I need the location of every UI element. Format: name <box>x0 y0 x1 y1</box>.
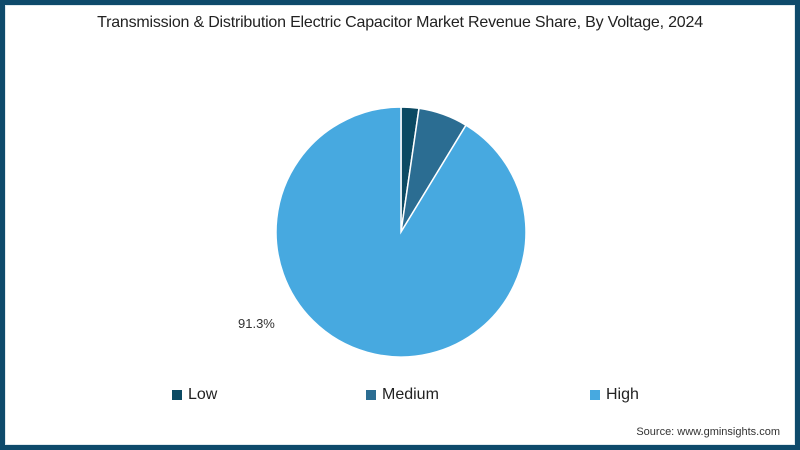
legend-swatch-low <box>172 390 182 400</box>
legend-swatch-medium <box>366 390 376 400</box>
legend-item-medium[interactable]: Medium <box>366 386 439 404</box>
chart-title: Transmission & Distribution Electric Cap… <box>97 14 703 31</box>
legend-item-high[interactable]: High <box>590 386 639 404</box>
legend-label-medium: Medium <box>382 386 439 403</box>
slice-label-high: 91.3% <box>238 316 275 331</box>
pie-slice-high[interactable] <box>275 106 527 358</box>
source-credit: Source: www.gminsights.com <box>636 426 780 438</box>
legend-label-low: Low <box>188 386 218 403</box>
legend: Low Medium High <box>0 386 800 406</box>
legend-label-high: High <box>606 386 639 403</box>
legend-swatch-high <box>590 390 600 400</box>
legend-item-low[interactable]: Low <box>172 386 217 404</box>
pie-slices <box>275 106 527 358</box>
